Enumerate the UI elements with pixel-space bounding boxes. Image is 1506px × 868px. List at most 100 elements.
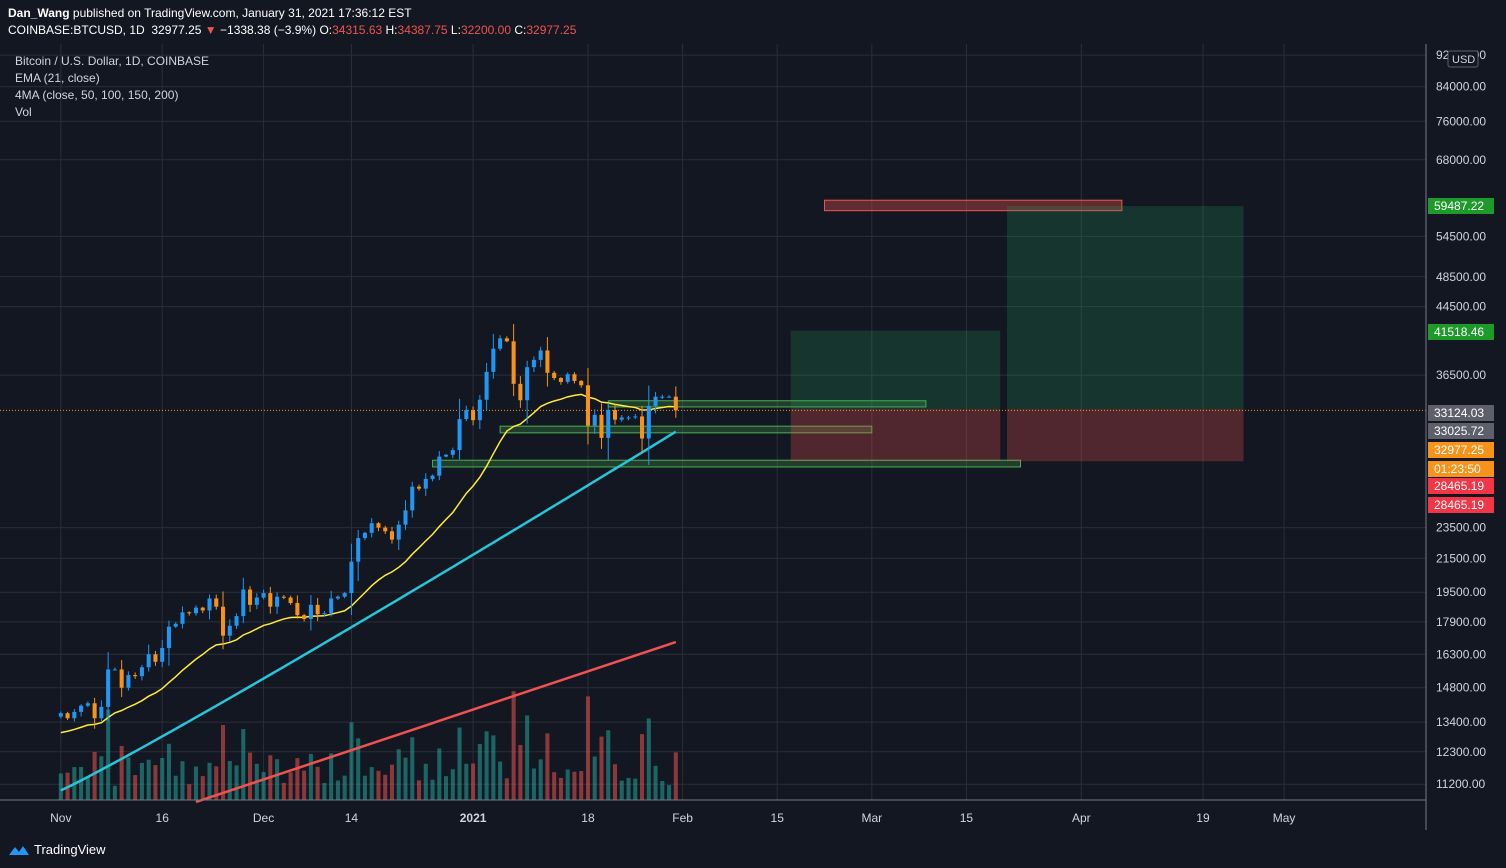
volume-bar [646,718,651,800]
y-tick-label: 84000.00 [1436,80,1486,94]
candle-body [396,524,401,540]
volume-bar [545,733,550,800]
volume-bar [477,743,482,800]
volume-bar [288,772,293,800]
candle [518,376,523,408]
x-tick-label: 15 [771,811,785,825]
footer: TradingView [0,830,1506,868]
candle-body [579,380,584,386]
x-tick-label: Feb [672,811,693,825]
zone-support [432,459,1022,468]
candle [457,398,462,460]
candle-body [335,596,340,599]
author-name[interactable]: Dan_Wang [8,6,70,20]
tradingview-logo-icon[interactable] [8,843,30,857]
candle [92,697,97,729]
candle [369,518,374,538]
candle-body [119,669,124,688]
volume-bar [484,731,489,800]
candle-body [227,625,232,636]
volume-bar [511,691,516,800]
price-tag [1428,405,1494,421]
candle-body [268,593,273,607]
y-tick-label: 13400.00 [1436,715,1486,729]
volume-bars [58,691,678,800]
candle-body [619,417,624,420]
candle-body [565,374,570,382]
candle [653,391,658,414]
legend-title[interactable]: Bitcoin / U.S. Dollar, 1D, COINBASE [15,54,210,68]
candle [173,622,178,628]
candle-body [234,616,239,626]
candle-body [572,374,577,381]
volume-bar [653,765,658,800]
candle [166,620,171,666]
candle [295,595,300,619]
volume-bar [416,780,422,800]
candle-body [558,378,563,382]
candle-body [281,596,286,598]
x-tick-label: May [1273,811,1296,825]
price-chart[interactable]: 11200.00 12300.00 13400.00 14800.00 16300.00… [0,44,1506,830]
candle-body [72,711,77,719]
candle-body [241,589,246,617]
volume-bar [200,776,205,800]
candle [112,667,117,671]
volume-bar [356,738,361,800]
candle [498,335,503,351]
volume-bar [92,751,97,800]
candle-body [450,450,455,455]
candle-body [79,705,84,712]
y-tick-label: 21500.00 [1436,551,1486,565]
candle-body [166,626,171,648]
close-label: C: [514,23,527,37]
candle-body [295,603,300,616]
open-value: 34315.63 [332,23,383,37]
volume-bar [146,759,151,800]
legend-ema[interactable]: EMA (21, close) [15,71,100,85]
candle-body [207,598,212,611]
candle [646,385,651,466]
price-tag [1428,198,1494,214]
volume-bar [660,780,665,800]
volume-bar [606,730,611,800]
candle-body [646,405,651,439]
candle [511,324,516,397]
candle-body [612,410,618,420]
candle-body [308,604,313,619]
position-target-box [1006,206,1244,410]
legend-4ma[interactable]: 4MA (close, 50, 100, 150, 200) [15,88,179,102]
y-tick-label: 17900.00 [1436,615,1486,629]
candle [673,386,678,418]
volume-bar [376,770,381,800]
candle-body [592,414,597,426]
candle [207,594,212,620]
candle [612,404,618,425]
candle [119,660,124,698]
candle [160,639,165,668]
candle-body [437,456,442,476]
candle [268,586,273,614]
candle [72,709,77,722]
candle [504,336,509,343]
candle [85,701,90,708]
legend-vol[interactable]: Vol [15,105,32,119]
candle [241,577,246,624]
candle-body [214,598,219,607]
candle [572,372,577,384]
candle-body [65,713,70,719]
candle [396,520,401,551]
candle-body [153,654,158,662]
candle-body [146,654,151,668]
candle [146,644,151,672]
brand-label[interactable]: TradingView [34,842,106,857]
low-label: L: [450,23,461,37]
candle-body [457,419,462,451]
volume-bar [640,734,645,800]
volume-bar [207,762,212,800]
chart-area[interactable]: 11200.00 12300.00 13400.00 14800.00 16300.00… [0,44,1506,830]
candle [139,664,144,681]
candle [545,337,550,387]
y-tick-label: 76000.00 [1436,114,1486,128]
candle-body [518,383,523,401]
